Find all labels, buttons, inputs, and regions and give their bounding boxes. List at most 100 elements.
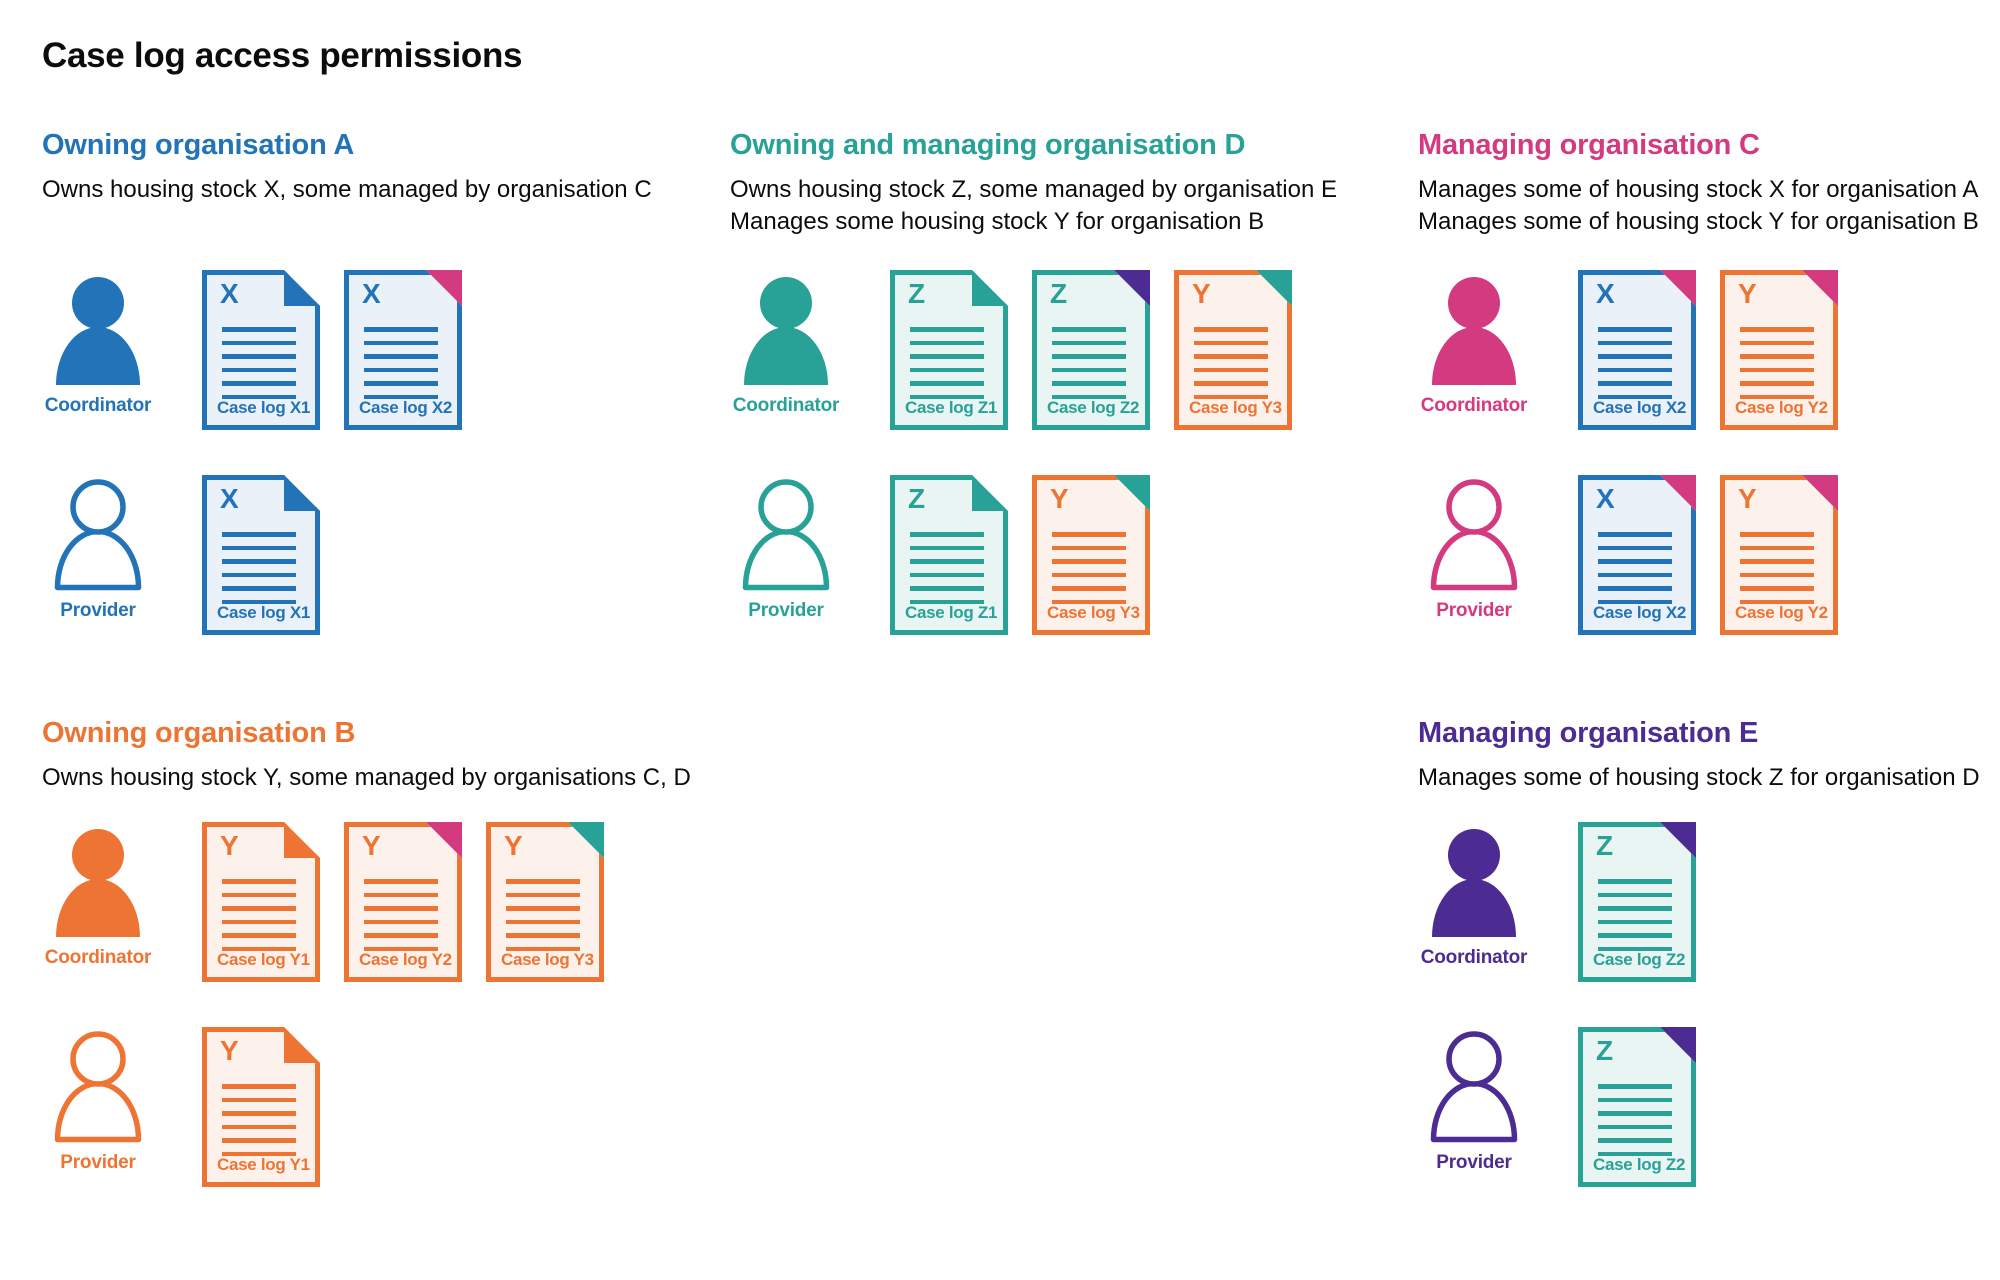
provider-person-icon <box>742 479 830 591</box>
role-label: Coordinator <box>1420 947 1528 968</box>
role-label: Provider <box>748 600 824 621</box>
provider-figure: Provider <box>730 477 842 622</box>
folded-corner-icon <box>426 270 462 306</box>
folded-corner-icon <box>284 1027 320 1063</box>
document-lines-icon <box>1194 327 1268 399</box>
provider-figure: Provider <box>1418 477 1530 622</box>
document-lines-icon <box>222 327 296 399</box>
section-description: Manages some of housing stock X for orga… <box>1418 176 1979 235</box>
section-description: Manages some of housing stock Z for orga… <box>1418 764 1980 791</box>
stock-letter: Z <box>1596 830 1614 861</box>
section-heading: Managing organisation E <box>1418 717 1759 749</box>
stock-letter: Z <box>908 483 926 514</box>
case-log-caption: Case log Y2 <box>359 950 452 969</box>
folded-corner-icon <box>1114 475 1150 511</box>
case-log-document: X Case log X2 <box>1578 475 1696 635</box>
provider-row: Provider Z Case log Z2 <box>1418 1027 2000 1187</box>
folded-corner-icon <box>1660 270 1696 306</box>
section-description: Owns housing stock X, some managed by or… <box>42 176 652 203</box>
document-lines-icon <box>1740 327 1814 399</box>
case-log-caption: Case log Z2 <box>1593 1155 1686 1174</box>
role-label: Provider <box>1436 1152 1512 1173</box>
provider-figure: Provider <box>42 1029 154 1174</box>
stock-letter: X <box>1596 483 1615 514</box>
section-heading: Owning organisation B <box>42 717 356 749</box>
coordinator-row: Coordinator X Case log X1 X Case log X2 <box>42 270 642 430</box>
case-log-caption: Case log Y2 <box>1735 603 1828 622</box>
case-log-document: X Case log X1 <box>202 475 320 635</box>
coordinator-row: Coordinator Y Case log Y1 Y Case log Y2 … <box>42 822 642 982</box>
case-log-caption: Case log Y3 <box>501 950 594 969</box>
role-label: Coordinator <box>44 395 152 416</box>
folded-corner-icon <box>972 270 1008 306</box>
provider-row: Provider X Case log X1 <box>42 475 642 635</box>
case-log-caption: Case log Z2 <box>1047 398 1140 417</box>
coordinator-figure: Coordinator <box>42 824 154 969</box>
coordinator-person-icon <box>56 829 140 937</box>
provider-person-icon <box>54 479 142 591</box>
document-lines-icon <box>222 532 296 604</box>
case-log-document: Y Case log Y3 <box>1174 270 1292 430</box>
role-label: Provider <box>60 600 136 621</box>
coordinator-figure: Coordinator <box>1418 272 1530 417</box>
case-log-document: X Case log X2 <box>1578 270 1696 430</box>
stock-letter: X <box>220 278 239 309</box>
document-lines-icon <box>1052 532 1126 604</box>
document-lines-icon <box>506 879 580 951</box>
coordinator-figure: Coordinator <box>1418 824 1530 969</box>
coordinator-person-icon <box>1432 277 1516 385</box>
case-log-caption: Case log Y1 <box>217 950 310 969</box>
case-log-caption: Case log X1 <box>217 398 311 417</box>
coordinator-person-icon <box>1432 829 1516 937</box>
section-managing-organisation-c: Managing organisation C Manages some of … <box>1418 128 2000 635</box>
document-lines-icon <box>1598 1084 1672 1156</box>
folded-corner-icon <box>1114 270 1150 306</box>
role-label: Coordinator <box>44 947 152 968</box>
stock-letter: Y <box>1192 278 1211 309</box>
section-owning-organisation-a: Owning organisation A Owns housing stock… <box>42 128 652 635</box>
folded-corner-icon <box>568 822 604 858</box>
folded-corner-icon <box>1256 270 1292 306</box>
folded-corner-icon <box>1660 1027 1696 1063</box>
stock-letter: X <box>362 278 381 309</box>
folded-corner-icon <box>1660 475 1696 511</box>
case-log-document: Z Case log Z2 <box>1578 822 1696 982</box>
document-lines-icon <box>1598 327 1672 399</box>
document-lines-icon <box>222 879 296 951</box>
folded-corner-icon <box>1660 822 1696 858</box>
provider-person-icon <box>54 1031 142 1143</box>
stock-letter: Z <box>908 278 926 309</box>
section-heading: Managing organisation C <box>1418 129 1760 161</box>
folded-corner-icon <box>1802 475 1838 511</box>
role-label: Provider <box>1436 600 1512 621</box>
role-label: Coordinator <box>732 395 840 416</box>
folded-corner-icon <box>426 822 462 858</box>
section-managing-organisation-e: Managing organisation E Manages some of … <box>1418 716 2000 1187</box>
folded-corner-icon <box>284 475 320 511</box>
case-log-document: Y Case log Y3 <box>1032 475 1150 635</box>
stock-letter: X <box>220 483 239 514</box>
case-log-document: Y Case log Y2 <box>1720 270 1838 430</box>
provider-figure: Provider <box>42 477 154 622</box>
case-log-caption: Case log X2 <box>1593 603 1687 622</box>
coordinator-figure: Coordinator <box>730 272 842 417</box>
coordinator-row: Coordinator X Case log X2 Y Case log Y2 <box>1418 270 2000 430</box>
section-owning-organisation-b: Owning organisation B Owns housing stock… <box>42 716 691 1187</box>
case-log-caption: Case log X2 <box>359 398 453 417</box>
stock-letter: Y <box>220 1035 239 1066</box>
case-log-caption: Case log Y3 <box>1047 603 1140 622</box>
case-log-document: Z Case log Z2 <box>1032 270 1150 430</box>
case-log-caption: Case log Z2 <box>1593 950 1686 969</box>
case-log-document: X Case log X1 <box>202 270 320 430</box>
stock-letter: Y <box>1738 278 1757 309</box>
provider-person-icon <box>1430 1031 1518 1143</box>
case-log-caption: Case log Z1 <box>905 603 998 622</box>
stock-letter: Z <box>1596 1035 1614 1066</box>
section-owning-managing-organisation-d: Owning and managing organisation D Owns … <box>730 128 1337 635</box>
document-lines-icon <box>910 327 984 399</box>
case-log-document: Y Case log Y2 <box>344 822 462 982</box>
folded-corner-icon <box>284 822 320 858</box>
provider-person-icon <box>1430 479 1518 591</box>
coordinator-row: Coordinator Z Case log Z2 <box>1418 822 2000 982</box>
case-log-document: X Case log X2 <box>344 270 462 430</box>
